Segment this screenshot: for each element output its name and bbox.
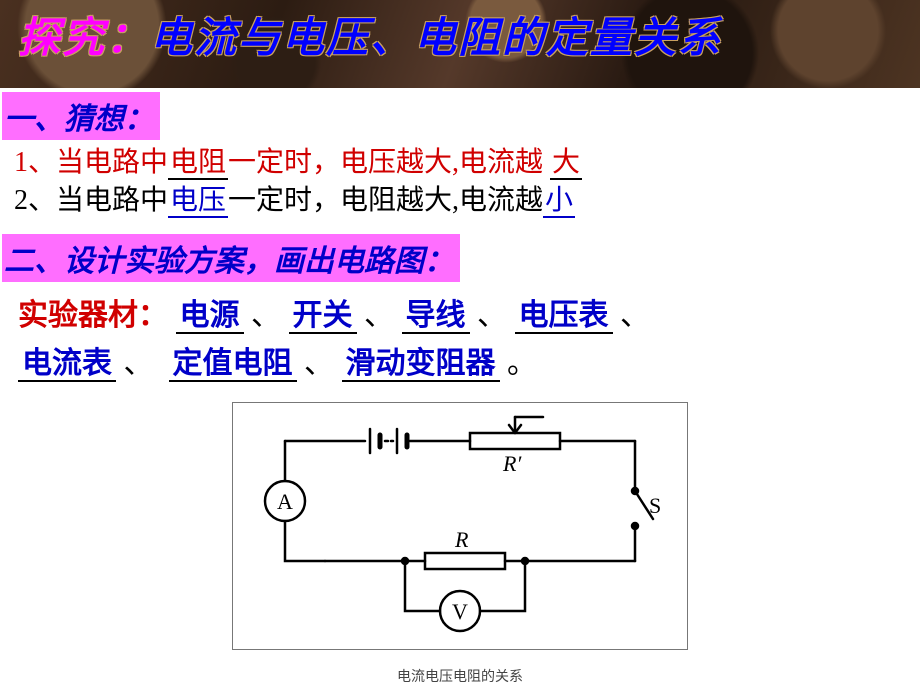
material-item: 滑动变阻器	[342, 347, 500, 382]
title-main: 电流与电压、电阻的定量关系	[150, 16, 722, 62]
section-2-heading: 二、设计实验方案，画出电路图：	[2, 234, 460, 282]
svg-text:S: S	[649, 493, 661, 518]
svg-text:V: V	[452, 599, 468, 624]
svg-text:R′: R′	[502, 451, 522, 476]
circuit-diagram: A V R′ R S	[232, 402, 688, 650]
title-prefix: 探究：	[18, 16, 150, 62]
section-1-heading: 一、猜想：	[2, 92, 160, 140]
hypothesis-1: 1、当电路中电阻一定时，电压越大,电流越 大	[0, 144, 920, 182]
title-banner: 探究：电流与电压、电阻的定量关系	[0, 0, 920, 88]
hypothesis-2: 2、当电路中电压一定时，电阻越大,电流越小	[0, 182, 920, 220]
footer-caption: 电流电压电阻的关系	[0, 666, 920, 686]
materials-label: 实验器材：	[18, 299, 168, 332]
svg-text:R: R	[454, 527, 469, 552]
page-title: 探究：电流与电压、电阻的定量关系	[18, 4, 722, 65]
content-area: 一、猜想： 1、当电路中电阻一定时，电压越大,电流越 大 2、当电路中电压一定时…	[0, 88, 920, 690]
material-item: 电源	[176, 299, 244, 334]
materials-list: 实验器材： 电源 、 开关 、 导线 、 电压表 、 电流表 、 定值电阻 、 …	[0, 286, 920, 394]
material-item: 开关	[289, 299, 357, 334]
material-item: 电流表	[18, 347, 116, 382]
material-item: 定值电阻	[169, 347, 297, 382]
material-item: 导线	[402, 299, 470, 334]
material-item: 电压表	[515, 299, 613, 334]
svg-text:A: A	[277, 489, 293, 514]
